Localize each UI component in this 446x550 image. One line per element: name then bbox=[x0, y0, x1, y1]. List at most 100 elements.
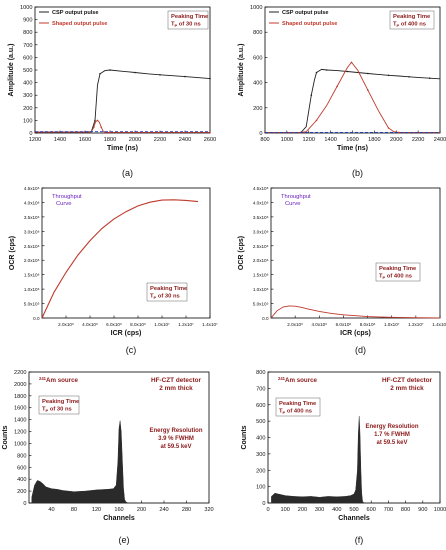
annotation-symbol: T bbox=[379, 274, 383, 280]
series-line-0 bbox=[270, 305, 441, 319]
annotation-subscript: P bbox=[154, 295, 157, 300]
y-tick-label: 0.0 bbox=[262, 316, 269, 321]
x-tick-label: 800 bbox=[401, 507, 410, 513]
y-tick-label: 800 bbox=[256, 370, 265, 376]
data-point bbox=[93, 126, 95, 129]
x-tick-label: 900 bbox=[418, 507, 427, 513]
annotation-rest: of 400 ns bbox=[385, 274, 412, 280]
x-tick-label: 80 bbox=[71, 507, 77, 513]
y-tick-label: 1.0x10⁶ bbox=[253, 287, 269, 292]
x-tick-label: 2000 bbox=[390, 137, 402, 143]
data-point bbox=[159, 74, 161, 76]
x-tick-label: 1000 bbox=[434, 507, 446, 513]
annotation-rest: of 30 ns bbox=[177, 22, 201, 28]
panel-caption: (d) bbox=[355, 345, 366, 355]
x-tick-label: 2200 bbox=[154, 137, 166, 143]
x-tick-label: 1000 bbox=[281, 137, 293, 143]
annotation-line2: TP of 400 ns bbox=[393, 22, 426, 29]
y-axis-label: OCR (cps) bbox=[9, 236, 16, 270]
data-point bbox=[100, 126, 103, 129]
x-axis-label: Channels bbox=[338, 515, 370, 522]
y-tick-label: 1400 bbox=[14, 418, 26, 424]
x-tick-label: 1200 bbox=[29, 137, 41, 143]
series-line-0 bbox=[41, 199, 199, 319]
source-text: Am source bbox=[46, 377, 79, 384]
source-superscript: 241 bbox=[278, 376, 286, 381]
x-tick-label: 600 bbox=[367, 507, 376, 513]
y-tick-label: 400 bbox=[256, 436, 265, 442]
panel-caption: (f) bbox=[355, 535, 364, 545]
y-tick-label: 2.0x10⁶ bbox=[253, 258, 269, 263]
x-tick-label: 120 bbox=[92, 507, 101, 513]
resolution-text: Energy Resolution bbox=[149, 428, 202, 434]
x-tick-label: 2600 bbox=[204, 137, 216, 143]
spectrum-area bbox=[31, 420, 209, 504]
y-tick-label: 200 bbox=[23, 106, 32, 112]
y-tick-label: 200 bbox=[256, 468, 265, 474]
data-point bbox=[184, 75, 186, 78]
y-tick-label: 300 bbox=[256, 452, 265, 458]
x-tick-label: 4.0x10⁶ bbox=[311, 322, 327, 327]
x-tick-label: 1400 bbox=[54, 137, 66, 143]
series-line-0 bbox=[265, 68, 441, 133]
detector-thickness: 2 mm thick bbox=[159, 385, 193, 392]
data-point bbox=[96, 119, 99, 122]
y-tick-label: 3.5x10⁶ bbox=[24, 215, 40, 220]
y-tick-label: 300 bbox=[23, 93, 32, 99]
source-label: 241Am source bbox=[278, 376, 318, 384]
x-tick-label: 400 bbox=[332, 507, 341, 513]
y-tick-label: 3.5x10⁶ bbox=[253, 215, 269, 220]
y-tick-label: 0.0 bbox=[33, 316, 40, 321]
y-tick-label: 500 bbox=[23, 68, 32, 74]
x-tick-label: 100 bbox=[281, 507, 290, 513]
annotation-symbol: T bbox=[150, 294, 154, 300]
panel-b: 800 1000 1200 1400 1600 1800 2000 2200 2400 0 200 4… bbox=[238, 5, 446, 178]
annotation-line1: Peaking Time bbox=[393, 14, 431, 20]
y-tick-label: 4.5x10⁶ bbox=[253, 186, 269, 191]
curve-label: Curve bbox=[285, 201, 300, 207]
y-tick-label: 400 bbox=[17, 477, 26, 483]
annotation-line1: Peaking Time bbox=[279, 401, 317, 407]
annotation-symbol: T bbox=[279, 409, 283, 415]
x-tick-label: 2.0x10⁶ bbox=[58, 322, 74, 327]
annotation-subscript: P bbox=[175, 23, 178, 28]
y-tick-label: 1600 bbox=[14, 406, 26, 412]
panel-caption: (c) bbox=[126, 345, 137, 355]
source-label: 241Am source bbox=[39, 376, 79, 384]
annotation-line2: TP of 30 ns bbox=[42, 407, 72, 414]
y-tick-label: 3.0x10⁶ bbox=[253, 229, 269, 234]
data-point bbox=[336, 85, 338, 88]
annotation-line1: Peaking Time bbox=[42, 399, 80, 405]
plot-frame bbox=[41, 187, 211, 319]
y-tick-label: 100 bbox=[256, 485, 265, 491]
annotation-line1: Peaking Time bbox=[171, 14, 209, 20]
data-point bbox=[99, 73, 101, 75]
x-tick-label: 0 bbox=[266, 507, 269, 513]
x-tick-label: 1.4x10⁷ bbox=[432, 322, 446, 327]
legend-label: CSP output pulse bbox=[282, 10, 329, 16]
x-tick-label: 1600 bbox=[346, 137, 358, 143]
data-point bbox=[387, 127, 390, 129]
annotation-subscript: P bbox=[283, 410, 286, 415]
data-point bbox=[408, 76, 410, 78]
data-point bbox=[315, 71, 318, 74]
y-axis-label: Counts bbox=[241, 425, 248, 449]
y-axis-label: Amplitude (a.u.) bbox=[8, 44, 15, 97]
annotation-line1: Peaking Time bbox=[150, 286, 188, 292]
y-tick-label: 400 bbox=[23, 81, 32, 87]
spectrum-area bbox=[271, 416, 440, 504]
y-tick-label: 600 bbox=[17, 465, 26, 471]
annotation-rest: of 400 ns bbox=[399, 22, 426, 28]
y-tick-label: 700 bbox=[256, 386, 265, 392]
y-tick-label: 800 bbox=[253, 30, 262, 36]
resolution-text: at 59.5 keV bbox=[160, 444, 191, 450]
data-point bbox=[346, 70, 349, 73]
data-point bbox=[94, 119, 96, 122]
y-tick-label: 800 bbox=[23, 30, 32, 36]
x-tick-label: 1200 bbox=[303, 137, 315, 143]
y-tick-label: 0 bbox=[259, 131, 262, 137]
resolution-text: at 59.5 keV bbox=[376, 440, 407, 446]
source-superscript: 241 bbox=[39, 376, 47, 381]
y-tick-label: 600 bbox=[23, 55, 32, 61]
y-tick-label: 2000 bbox=[14, 382, 26, 388]
